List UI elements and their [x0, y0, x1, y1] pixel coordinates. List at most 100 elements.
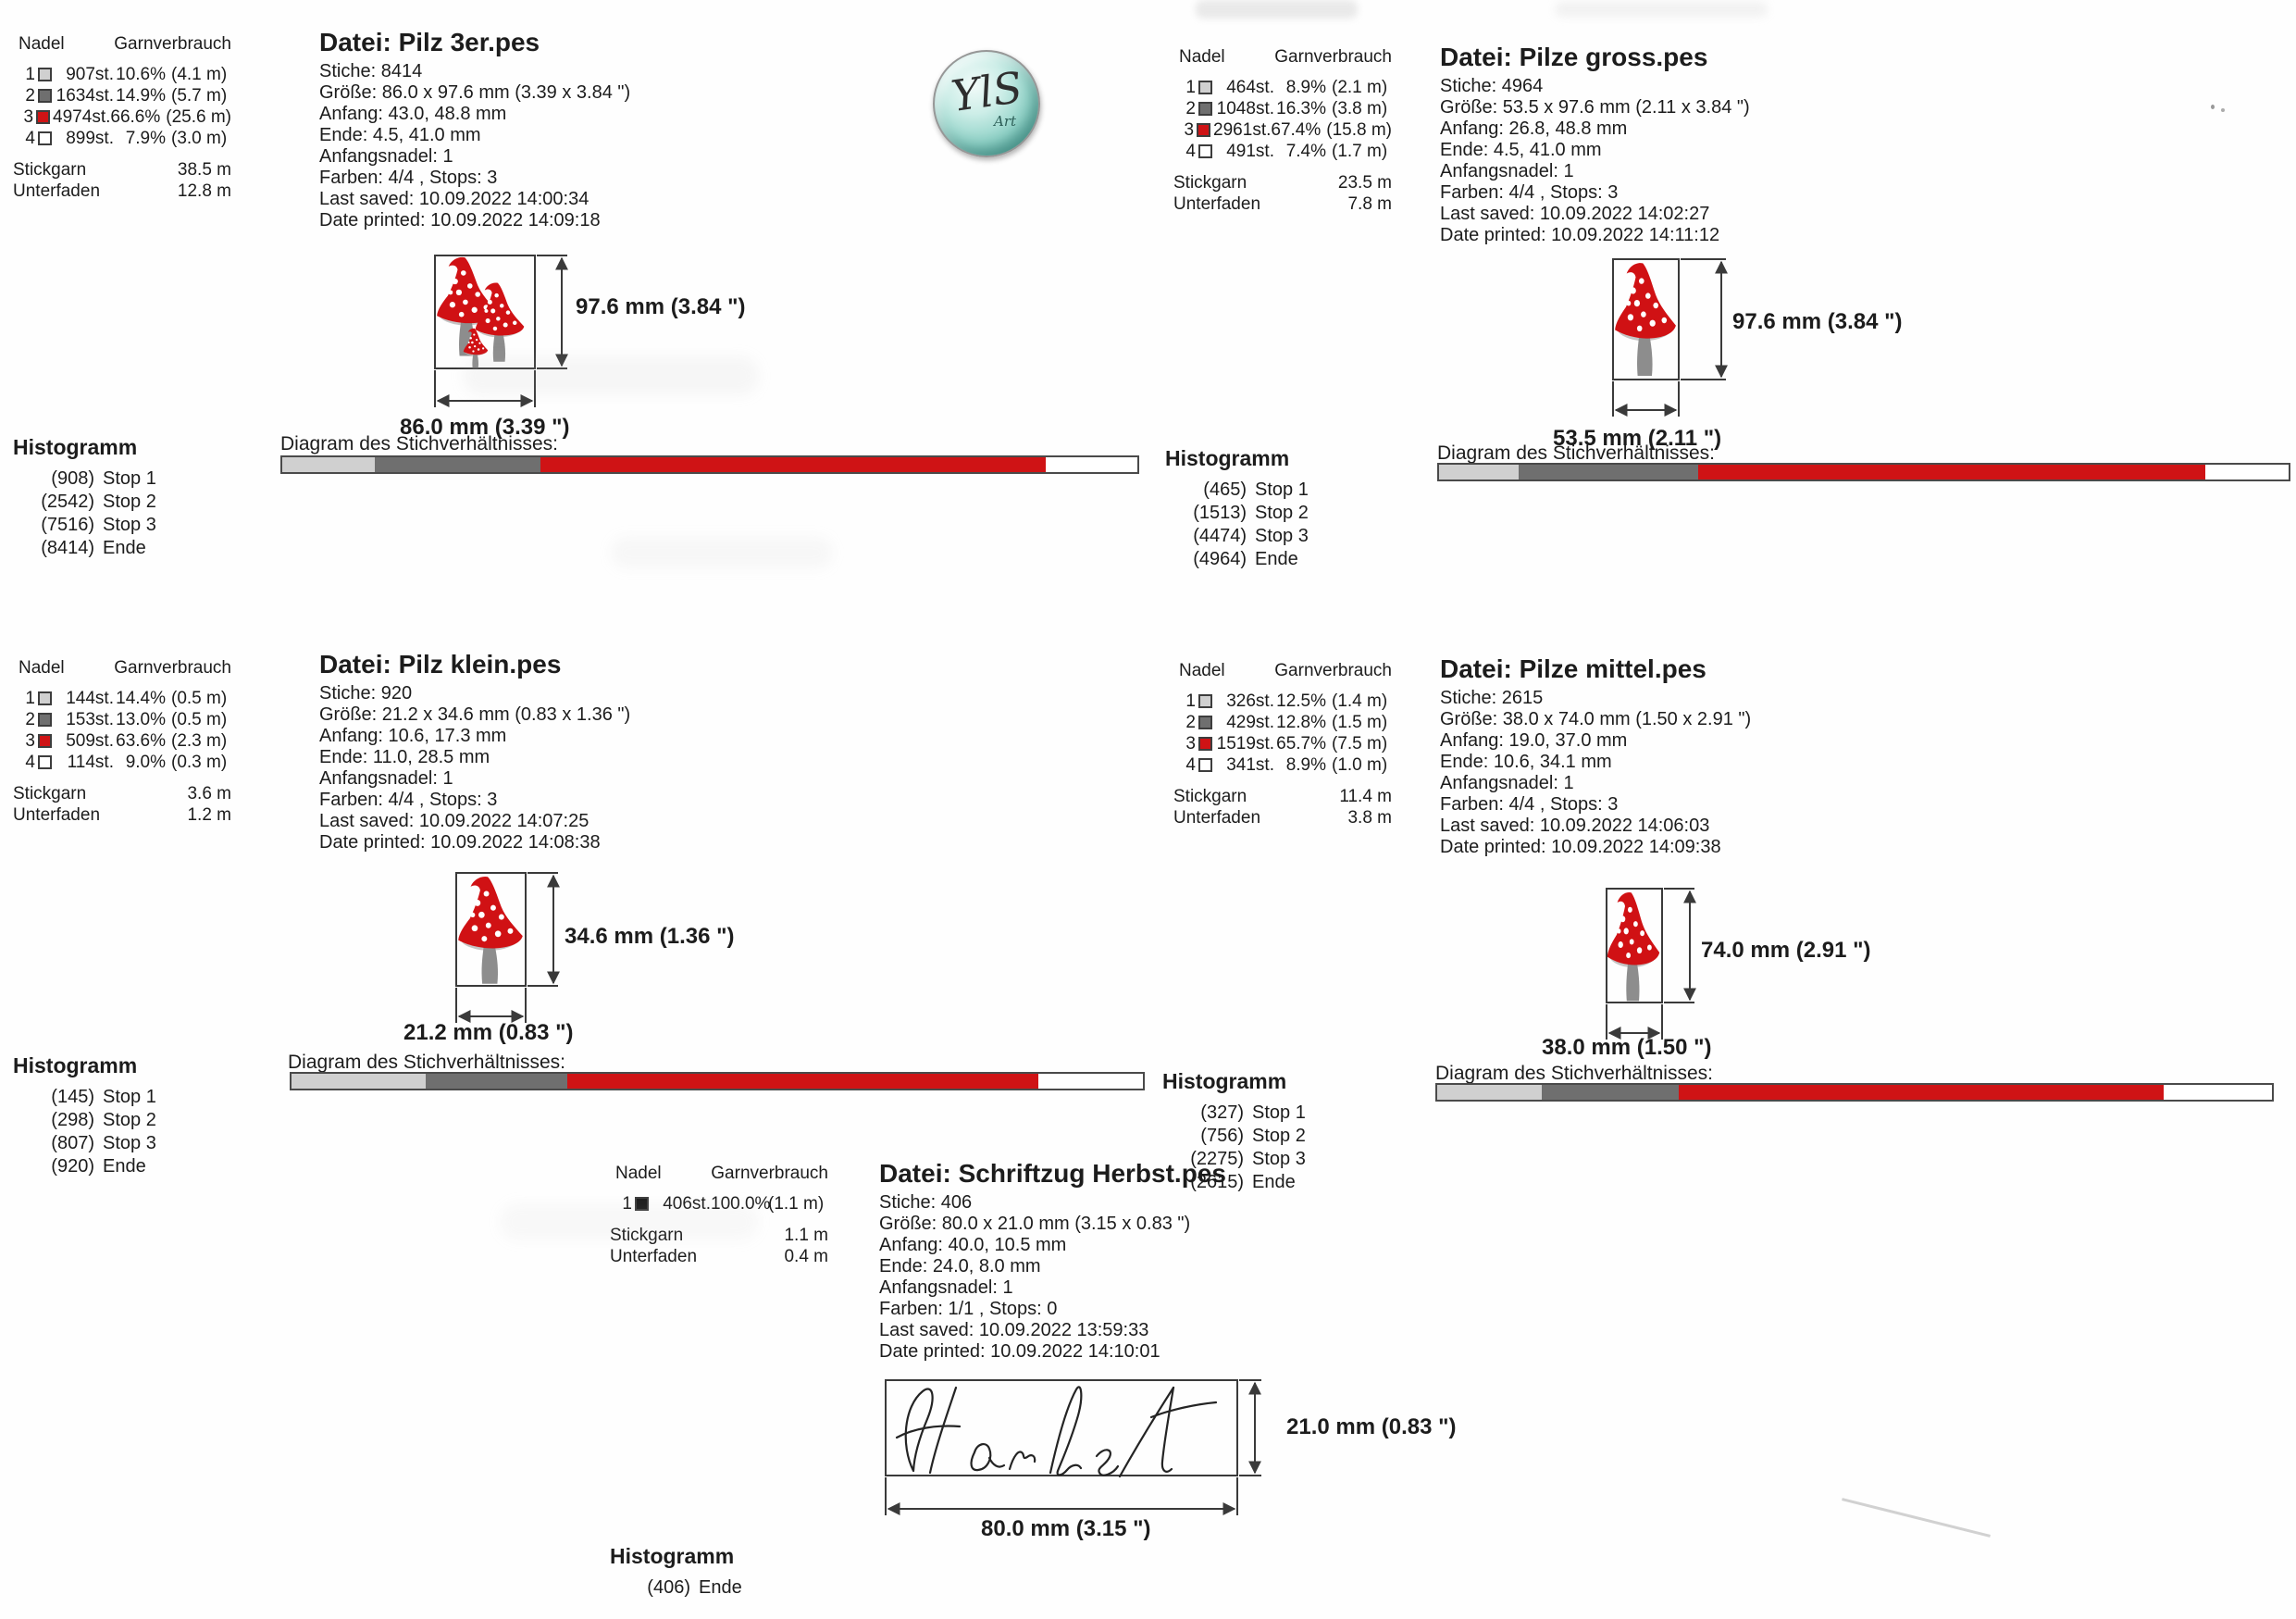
- stickgarn-value: 3.6 m: [187, 784, 231, 803]
- info-line: Last saved: 10.09.2022 14:07:25: [319, 811, 590, 831]
- stitch-count: 509st.: [66, 731, 114, 751]
- thread-length: (1.4 m): [1332, 691, 1388, 711]
- thread-length: (1.1 m): [768, 1194, 825, 1214]
- thread-color-swatch: [36, 110, 51, 124]
- stitch-count: 464st.: [1226, 78, 1274, 97]
- bar-segment: [567, 1074, 1038, 1089]
- needle-number: 2: [25, 86, 35, 106]
- unterfaden-row: Unterfaden 7.8 m: [1173, 193, 1392, 215]
- stitch-count: 1634st.: [56, 86, 114, 106]
- design-preview-pilze-mittel: [1606, 888, 1696, 1040]
- scan-artifact: [611, 537, 833, 568]
- info-line: Date printed: 10.09.2022 14:09:18: [319, 210, 601, 230]
- stop-count: (7516): [41, 515, 94, 535]
- stickgarn-label: Stickgarn: [1173, 173, 1247, 193]
- needle-row: 3 4974st. 66.6% (25.6 m): [13, 106, 231, 128]
- histogram-stop-row: (406) Ende: [622, 1576, 742, 1600]
- bar-segment: [1439, 465, 1520, 479]
- needle-number: 1: [25, 689, 35, 708]
- thread-length: (0.3 m): [171, 753, 228, 772]
- histogram-heading: Histogramm: [13, 1053, 138, 1077]
- needle-row: 2 1634st. 14.9% (5.7 m): [13, 85, 231, 106]
- needle-number: 4: [1185, 142, 1196, 161]
- stitch-count: 406st.: [663, 1194, 711, 1214]
- needle-row: 4 491st. 7.4% (1.7 m): [1173, 141, 1392, 162]
- usage-percent: 8.9%: [1285, 78, 1326, 97]
- stitch-count: 2961st.: [1213, 120, 1272, 140]
- info-line: Ende: 4.5, 41.0 mm: [1440, 140, 1602, 160]
- thread-length: (25.6 m): [166, 107, 231, 127]
- bar-segment: [1678, 1085, 2164, 1100]
- info-line: Date printed: 10.09.2022 14:08:38: [319, 832, 601, 853]
- thread-color-swatch: [635, 1197, 649, 1211]
- usage-percent: 12.8%: [1276, 713, 1326, 732]
- info-line: Farben: 4/4 , Stops: 3: [1440, 182, 1619, 203]
- usage-percent: 65.7%: [1276, 734, 1326, 753]
- stitch-count: 341st.: [1226, 755, 1274, 775]
- file-info: Datei: Pilz 3er.pes Stiche: 8414 Größe: …: [319, 28, 754, 231]
- needle-row: 2 1048st. 16.3% (3.8 m): [1173, 98, 1392, 119]
- stitch-ratio-bar: [1437, 463, 2290, 481]
- info-line: Anfang: 19.0, 37.0 mm: [1440, 730, 1628, 751]
- thread-color-swatch: [38, 68, 52, 81]
- needle-number: 3: [23, 107, 34, 127]
- thread-color-swatch: [38, 755, 52, 769]
- stop-label: Stop 3: [1252, 1149, 1306, 1169]
- height-dimension-label: 74.0 mm (2.91 "): [1701, 938, 1871, 963]
- needle-number: 3: [1184, 120, 1195, 140]
- stitch-count: 491st.: [1226, 142, 1274, 161]
- needle-number: 1: [25, 65, 35, 84]
- file-info: Datei: Pilz klein.pes Stiche: 920 Größe:…: [319, 650, 754, 853]
- info-line: Anfangsnadel: 1: [1440, 773, 1574, 793]
- stop-count: (807): [51, 1133, 94, 1153]
- info-line: Ende: 11.0, 28.5 mm: [319, 747, 490, 767]
- stickgarn-row: Stickgarn 1.1 m: [610, 1225, 828, 1246]
- info-line: Größe: 53.5 x 97.6 mm (2.11 x 3.84 "): [1440, 97, 1750, 118]
- thread-length: (2.1 m): [1332, 78, 1388, 97]
- bar-segment: [540, 457, 1047, 472]
- needle-table: Nadel Garnverbrauch 1 907st. 10.6% (4.1 …: [13, 33, 231, 202]
- histogram-stop-row: (4474) Stop 3: [1178, 525, 1309, 548]
- unterfaden-label: Unterfaden: [1173, 808, 1261, 828]
- thread-color-swatch: [1198, 694, 1212, 708]
- needle-column-header: Nadel: [1179, 661, 1225, 680]
- stickgarn-value: 23.5 m: [1337, 173, 1392, 193]
- file-title: Datei: Pilze mittel.pes: [1440, 654, 1706, 683]
- file-title: Datei: Pilz 3er.pes: [319, 28, 540, 56]
- stop-count: (2615): [1190, 1172, 1244, 1192]
- info-line: Größe: 21.2 x 34.6 mm (0.83 x 1.36 "): [319, 704, 631, 725]
- thread-color-swatch: [1198, 758, 1212, 772]
- histogram-stop-row: (807) Stop 3: [26, 1132, 156, 1155]
- needle-table-header: Nadel Garnverbrauch: [13, 657, 231, 679]
- needle-table: Nadel Garnverbrauch 1 144st. 14.4% (0.5 …: [13, 657, 231, 826]
- unterfaden-value: 7.8 m: [1347, 194, 1392, 214]
- needle-row: 4 114st. 9.0% (0.3 m): [13, 752, 231, 773]
- thread-length: (15.8 m): [1326, 120, 1392, 140]
- histogram-stop-row: (4964) Ende: [1178, 548, 1309, 571]
- stitch-count: 4974st.: [53, 107, 111, 127]
- logo-sub-text: Art: [994, 113, 1017, 130]
- needle-row: 3 2961st. 67.4% (15.8 m): [1173, 119, 1392, 141]
- info-line: Anfang: 40.0, 10.5 mm: [879, 1235, 1067, 1255]
- unterfaden-label: Unterfaden: [13, 181, 101, 201]
- stop-label: Ende: [1252, 1172, 1296, 1192]
- height-dimension-label: 21.0 mm (0.83 "): [1286, 1414, 1457, 1439]
- unterfaden-row: Unterfaden 0.4 m: [610, 1246, 828, 1267]
- bar-segment: [282, 457, 375, 472]
- unterfaden-value: 1.2 m: [187, 805, 231, 825]
- info-line: Anfang: 26.8, 48.8 mm: [1440, 118, 1628, 139]
- stitch-count: 114st.: [67, 753, 114, 772]
- info-line: Größe: 86.0 x 97.6 mm (3.39 x 3.84 "): [319, 82, 631, 103]
- stop-label: Ende: [699, 1577, 742, 1598]
- histogram-stop-row: (145) Stop 1: [26, 1086, 156, 1109]
- stop-label: Ende: [103, 538, 146, 558]
- file-title: Datei: Pilze gross.pes: [1440, 43, 1708, 71]
- scan-artifact: [1196, 0, 1358, 19]
- bar-segment: [1519, 465, 1698, 479]
- scan-artifact: [1555, 2, 1768, 17]
- info-line: Stiche: 406: [879, 1192, 973, 1213]
- stickgarn-label: Stickgarn: [13, 784, 87, 803]
- stitch-ratio-bar: [280, 455, 1139, 474]
- needle-row: 1 406st. 100.0% (1.1 m): [610, 1193, 828, 1214]
- histogram-stops: (145) Stop 1 (298) Stop 2 (807) Stop 3 (920…: [26, 1086, 156, 1178]
